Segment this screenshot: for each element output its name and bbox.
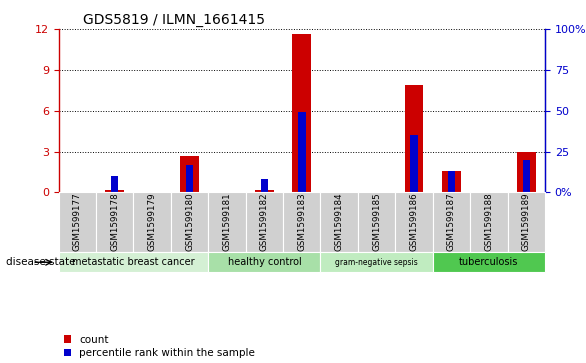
Text: GSM1599188: GSM1599188 (485, 193, 493, 252)
Text: GSM1599179: GSM1599179 (148, 193, 156, 252)
Bar (507, 192, 545, 252)
Bar (246, 192, 283, 252)
Bar (59, 252, 208, 272)
Bar (208, 192, 246, 252)
Bar (396, 192, 432, 252)
Bar (470, 192, 507, 252)
Bar (261, 179, 268, 192)
Bar (283, 192, 321, 252)
Text: tuberculosis: tuberculosis (459, 257, 519, 267)
Text: disease state: disease state (6, 257, 76, 267)
Bar (298, 113, 305, 192)
Bar (255, 190, 274, 192)
Text: GSM1599182: GSM1599182 (260, 193, 269, 252)
Bar (432, 252, 545, 272)
Text: GSM1599186: GSM1599186 (410, 193, 418, 252)
Text: GSM1599178: GSM1599178 (110, 193, 119, 252)
Legend: count, percentile rank within the sample: count, percentile rank within the sample (64, 335, 255, 358)
Bar (358, 192, 396, 252)
Text: GSM1599187: GSM1599187 (447, 193, 456, 252)
Text: GSM1599184: GSM1599184 (335, 193, 344, 252)
Text: GSM1599180: GSM1599180 (185, 193, 194, 252)
Bar (448, 171, 455, 192)
Bar (523, 160, 530, 192)
Bar (405, 85, 424, 192)
Text: metastatic breast cancer: metastatic breast cancer (72, 257, 195, 267)
Bar (186, 165, 193, 192)
Text: healthy control: healthy control (227, 257, 301, 267)
Text: GSM1599177: GSM1599177 (73, 193, 82, 252)
Bar (134, 192, 171, 252)
Bar (442, 171, 461, 192)
Bar (517, 152, 536, 192)
Text: GDS5819 / ILMN_1661415: GDS5819 / ILMN_1661415 (83, 13, 265, 26)
Text: GSM1599185: GSM1599185 (372, 193, 381, 252)
Text: gram-negative sepsis: gram-negative sepsis (335, 258, 418, 267)
Bar (180, 156, 199, 192)
Bar (96, 192, 134, 252)
Bar (171, 192, 208, 252)
Bar (292, 34, 311, 192)
Bar (105, 189, 124, 192)
Text: GSM1599183: GSM1599183 (297, 193, 306, 252)
Bar (321, 192, 358, 252)
Bar (59, 192, 96, 252)
Text: GSM1599181: GSM1599181 (223, 193, 231, 252)
Bar (432, 192, 470, 252)
Text: GSM1599189: GSM1599189 (522, 193, 531, 252)
Bar (208, 252, 321, 272)
Bar (321, 252, 432, 272)
Bar (410, 135, 418, 192)
Bar (111, 176, 118, 192)
